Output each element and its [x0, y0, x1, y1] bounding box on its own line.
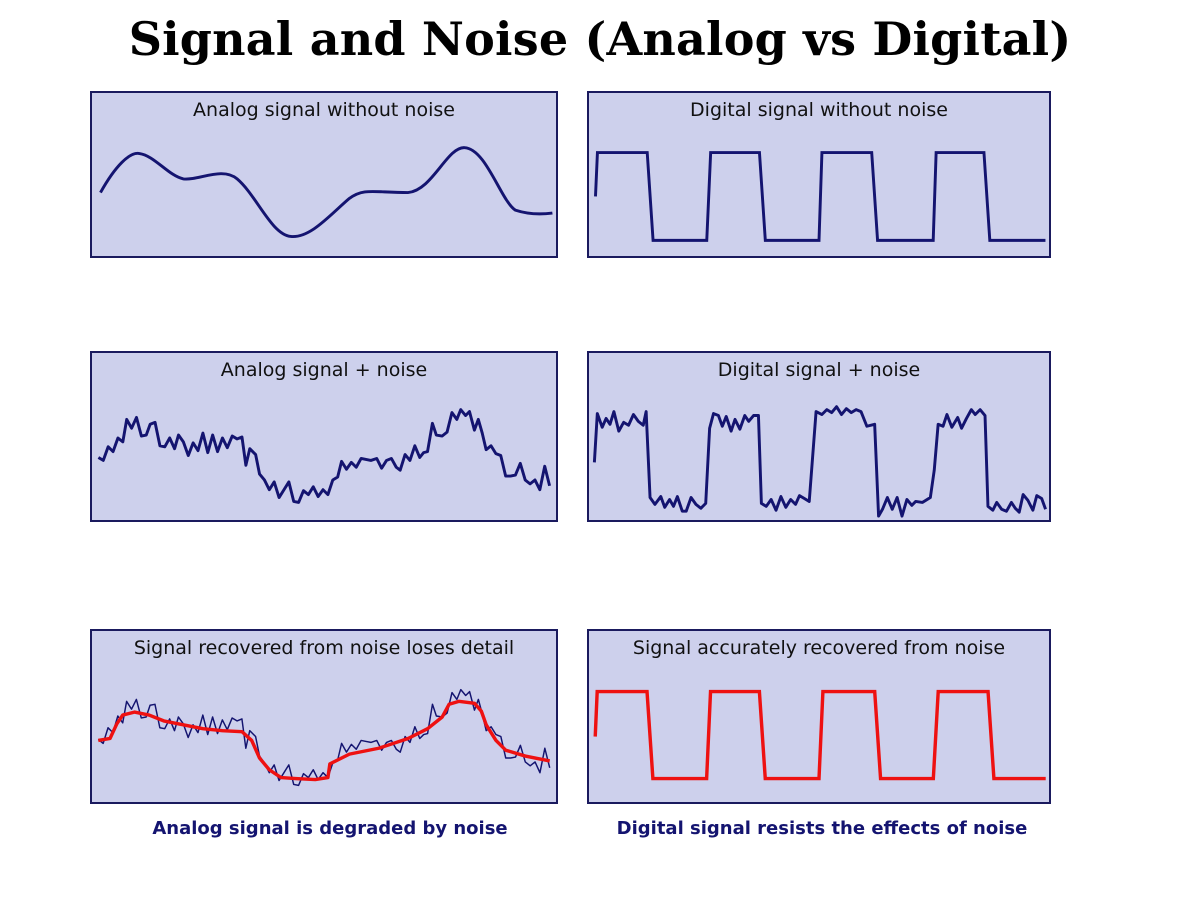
digital-recovered-label: Signal accurately recovered from noise [632, 637, 1006, 659]
digital-clean-plot [594, 151, 1046, 242]
digital-recovered-waveform [593, 689, 1046, 781]
analog-clean-panel: Analog signal without noise [90, 91, 558, 258]
analog-clean-plot [99, 146, 553, 238]
analog-noisy-plot [97, 408, 552, 504]
digital-caption: Digital signal resists the effects of no… [616, 818, 1028, 839]
analog-noisy-label: Analog signal + noise [220, 359, 428, 381]
digital-clean-waveform [594, 151, 1046, 242]
digital-noisy-plot [592, 405, 1047, 518]
analog-clean-waveform [99, 146, 553, 238]
page-title: Signal and Noise (Analog vs Digital) [128, 12, 1072, 66]
digital-clean-panel: Digital signal without noise [587, 91, 1051, 258]
digital-clean-label: Digital signal without noise [690, 99, 948, 121]
digital-noisy-label: Digital signal + noise [717, 359, 921, 381]
digital-recovered-panel: Signal accurately recovered from noise [587, 629, 1051, 804]
analog-noisy-waveform [97, 408, 552, 504]
analog-recovered-plot [97, 688, 551, 787]
analog-recovered-label: Signal recovered from noise loses detail [133, 637, 515, 659]
digital-noisy-panel: Digital signal + noise [587, 351, 1051, 522]
analog-recovered-panel: Signal recovered from noise loses detail [90, 629, 558, 804]
analog-recovered-smoothed-trace [97, 699, 551, 782]
digital-noisy-waveform [592, 405, 1047, 518]
analog-noisy-panel: Analog signal + noise [90, 351, 558, 522]
digital-recovered-plot [593, 689, 1046, 781]
analog-recovered-noisy-trace [97, 688, 551, 787]
analog-caption: Analog signal is degraded by noise [152, 818, 508, 839]
analog-clean-label: Analog signal without noise [193, 99, 455, 121]
